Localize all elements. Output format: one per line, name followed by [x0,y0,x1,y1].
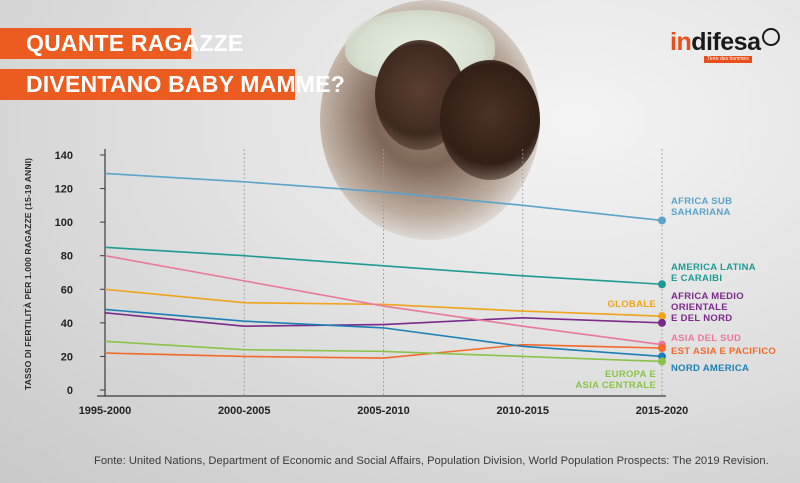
series-label: GLOBALE [607,299,656,310]
series-end-marker [658,318,666,327]
series-label-line: E CARAIBI [671,273,722,284]
series-end-marker [658,357,666,366]
x-tick-label: 2000-2005 [218,405,271,417]
y-tick-label: 80 [61,251,73,263]
series-end-marker [658,344,666,353]
series-label-line: ASIA DEL SUD [671,333,741,344]
series-label-line: E DEL NORD [671,313,732,324]
x-tick-label: 1995-2000 [79,405,132,417]
y-tick-label: 100 [55,217,73,229]
logo-text-part2: difesa [691,28,761,56]
series-line [104,246,663,286]
series-line [104,288,663,317]
series-label-line: ORIENTALE [671,302,728,313]
series-label-line: AFRICA SUB [671,196,732,207]
photo-mother-face [440,60,540,180]
y-tick-label: 0 [67,385,73,397]
series-label: NORD AMERICA [671,363,749,374]
y-tick-label: 60 [61,284,73,296]
logo: indifesa [670,28,781,57]
y-tick-label: 20 [61,351,73,363]
y-tick-label: 40 [61,318,73,330]
series-label-line: EST ASIA E PACIFICO [671,346,776,357]
logo-tagline: Terre des hommes [704,56,752,63]
x-tick-label: 2005-2010 [357,405,410,417]
series-end-marker [658,216,666,225]
title-line-2: DIVENTANO BABY MAMME? [0,69,345,100]
x-tick-label: 2015-2020 [636,405,689,417]
series-label: AMERICA LATINA E CARAIBI [671,262,756,284]
title-line-1: QUANTE RAGAZZE [0,28,243,59]
series-end-marker [658,280,666,289]
y-tick-label: 120 [55,184,73,196]
series-label: AFRICA SUB SAHARIANA [671,196,732,218]
series-label-line: AMERICA LATINA [671,262,756,273]
series-end-marker [658,312,666,321]
series-label-line: ASIA CENTRALE [575,380,656,391]
series-label-line: SAHARIANA [671,207,731,218]
series-label-line: NORD AMERICA [671,363,749,374]
series-line [104,340,663,363]
series-label-line: GLOBALE [607,299,656,310]
series-line [104,172,663,222]
y-tick-label: 140 [55,150,73,162]
series-line [104,311,663,328]
series-label: EST ASIA E PACIFICO [671,346,776,357]
magnifier-icon [762,28,781,46]
source-note: Fonte: United Nations, Department of Eco… [94,455,769,467]
series-label-line: EUROPA E [605,369,656,380]
series-line [104,308,663,358]
series-label: AFRICA MEDIO ORIENTALE E DEL NORD [671,291,744,324]
series-line [104,254,663,346]
series-label: ASIA DEL SUD [671,333,741,344]
series-label: EUROPA E ASIA CENTRALE [575,369,656,391]
series-line [104,343,663,359]
series-label-line: AFRICA MEDIO [671,291,744,302]
x-tick-label: 2010-2015 [496,405,549,417]
logo-text-part1: in [670,28,692,56]
